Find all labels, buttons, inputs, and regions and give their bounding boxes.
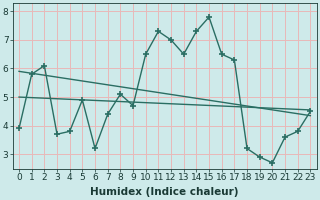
X-axis label: Humidex (Indice chaleur): Humidex (Indice chaleur) <box>91 187 239 197</box>
